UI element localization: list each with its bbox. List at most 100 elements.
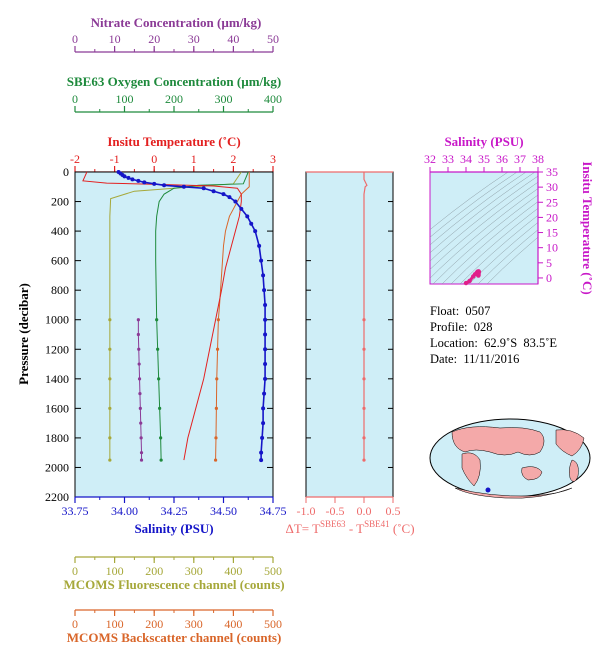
fluorescence-tick-label: 300 (185, 564, 203, 578)
delta-t-axis: -1.0 -0.5 0.0 0.5 (297, 171, 401, 518)
nitrate-point (139, 458, 144, 462)
fluorescence-point (108, 436, 112, 440)
oxygen-tick-label: 200 (165, 92, 183, 106)
oxygen-tick-label: 300 (215, 92, 233, 106)
fluorescence-point (108, 347, 112, 351)
salinity-point (261, 421, 266, 426)
ts-salinity-tick-label: 34 (460, 152, 472, 166)
fluorescence-tick-label: 0 (72, 564, 78, 578)
salinity-point (263, 376, 268, 381)
fluorescence-point (108, 458, 112, 462)
salinity-point (126, 175, 131, 180)
density-contour (430, 172, 527, 246)
ts-temp-tick-label: 25 (546, 195, 558, 209)
nitrate-point (139, 421, 143, 425)
nitrate-point (138, 406, 142, 410)
temperature-axis-title: Insitu Temperature (˚C) (107, 134, 240, 149)
date: Date: 11/11/2016 (430, 352, 520, 366)
salinity-point (152, 181, 157, 186)
ts-temp-tick-label: 5 (546, 256, 552, 270)
fluorescence-tick-label: 200 (145, 564, 163, 578)
world-location-map (429, 418, 591, 499)
ts-point (463, 280, 469, 286)
float-location-marker (485, 487, 491, 493)
temperature-tick-label: 1 (191, 152, 197, 166)
delta-t-series-group (362, 172, 368, 462)
density-contour (430, 172, 536, 254)
backscatter-point (213, 458, 218, 462)
salinity-axis-title: Salinity (PSU) (134, 521, 213, 536)
backscatter-axis-title: MCOMS Backscatter channel (counts) (67, 630, 282, 645)
pressure-tick-label: 1800 (45, 431, 69, 445)
temperature-line (82, 171, 242, 461)
ts-salinity-tick-label: 35 (478, 152, 490, 166)
density-contour (450, 208, 538, 284)
nitrate-tick-label: 40 (227, 32, 239, 46)
temperature-tick-label: 3 (270, 152, 276, 166)
oxygen-tick-label: 0 (72, 92, 78, 106)
main-plot-area (74, 171, 274, 498)
density-contour (430, 181, 538, 270)
delta-t-plot-area (305, 171, 394, 498)
delta-t-point (362, 377, 366, 381)
pressure-tick-label: 1400 (45, 372, 69, 386)
salinity-point (211, 189, 216, 194)
density-contour (432, 194, 538, 284)
ts-salinity-tick-label: 33 (442, 152, 454, 166)
delta-t-tick-label: -1.0 (297, 504, 316, 518)
temperature-tick-label: -1 (110, 152, 120, 166)
pressure-tick-label: 1200 (45, 342, 69, 356)
ts-salinity-tick-label: 32 (424, 152, 436, 166)
salinity-point (201, 186, 206, 191)
salinity-point (162, 183, 167, 188)
oxygen-point (157, 377, 161, 381)
temperature-tick-label: 0 (151, 152, 157, 166)
backscatter-tick-label: 500 (264, 617, 282, 631)
salinity-point (262, 391, 267, 396)
oxygen-axis: 0 100 200 300 400 (72, 92, 282, 113)
salinity-point (261, 406, 266, 411)
pressure-tick-label: 0 (63, 165, 69, 179)
salinity-point (221, 192, 226, 197)
ts-point (476, 273, 481, 278)
density-contour (486, 236, 538, 284)
backscatter-point (216, 318, 220, 322)
density-contour (441, 201, 538, 284)
salinity-point (239, 206, 244, 211)
oxygen-point (155, 318, 159, 322)
backscatter-tick-label: 100 (106, 617, 124, 631)
delta-t-tick-label: 0.0 (357, 504, 372, 518)
backscatter-point (214, 406, 218, 410)
density-contour (459, 214, 538, 284)
ts-temp-tick-label: 35 (546, 165, 558, 179)
backscatter-point (215, 377, 219, 381)
salinity-axis: 33.75 34.00 34.25 34.50 34.75 (62, 496, 287, 518)
temperature-axis: -2 -1 0 1 2 3 (70, 152, 276, 173)
salinity-point (259, 458, 264, 463)
pressure-axis: 0 200 400 600 800 1000 1200 1400 1600 1800 2000 220… (45, 165, 273, 504)
salinity-point (263, 302, 268, 307)
pressure-axis-title: Pressure (decibar) (16, 283, 31, 385)
nitrate-point (137, 377, 142, 381)
map-land-asia-europe (451, 426, 545, 456)
fluorescence-tick-label: 500 (264, 564, 282, 578)
backscatter-point (214, 436, 218, 440)
main-series-group (82, 170, 268, 463)
fluorescence-axis-title: MCOMS Fluorescence channel (counts) (63, 577, 284, 592)
salinity-point (263, 317, 268, 322)
ts-temp-tick-label: 20 (546, 210, 558, 224)
location: Location: 62.9˚S 83.5˚E (430, 336, 558, 350)
salinity-tick-label: 34.75 (260, 504, 287, 518)
salinity-tick-label: 34.50 (210, 504, 237, 518)
fluorescence-point (108, 318, 112, 322)
fluorescence-tick-label: 400 (224, 564, 242, 578)
backscatter-axis: 0 100 200 300 400 500 (72, 609, 282, 631)
salinity-point (263, 362, 268, 367)
backscatter-tick-label: 300 (185, 617, 203, 631)
nitrate-axis-title: Nitrate Concentration (µm/kg) (91, 15, 262, 30)
salinity-point (257, 243, 262, 248)
temperature-tick-label: -2 (70, 152, 80, 166)
salinity-point (259, 258, 264, 263)
delta-t-point (362, 458, 366, 462)
